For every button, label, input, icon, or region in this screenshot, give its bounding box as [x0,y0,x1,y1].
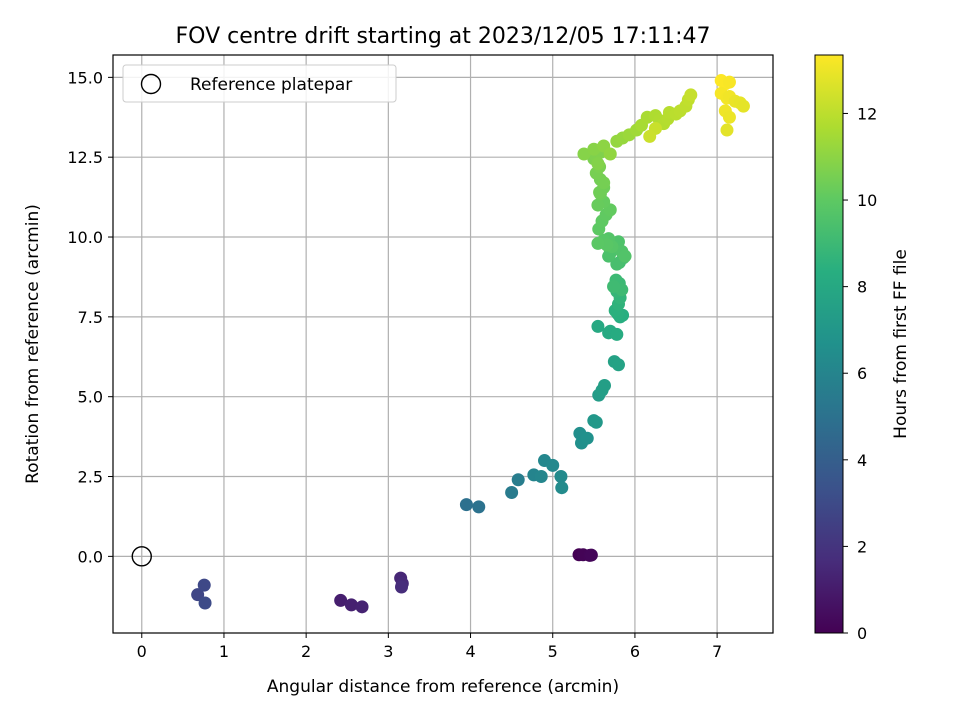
x-axis-label: Angular distance from reference (arcmin) [267,677,619,697]
y-tick-label: 12.5 [67,148,103,167]
x-tick-label: 3 [383,642,393,661]
legend-box [122,64,397,103]
data-point [394,580,408,594]
data-point [618,249,632,263]
data-point [580,431,594,445]
data-point [191,588,205,602]
y-tick-label: 5.0 [78,388,103,407]
data-point [355,600,369,614]
data-point [736,99,750,113]
colorbar-tick-label: 4 [857,451,867,470]
x-tick-label: 5 [548,642,558,661]
data-point [505,485,519,499]
data-point [607,280,621,294]
data-point [720,123,734,137]
data-point [591,198,605,212]
data-point [722,110,736,124]
data-point [643,129,657,143]
data-point [591,319,605,333]
data-point [591,157,605,171]
data-point [554,470,568,484]
data-point [603,147,617,161]
x-axis-ticks: 0 1 2 3 4 5 6 7 [137,633,722,661]
data-point [577,147,591,161]
legend: Reference platepar [122,64,397,103]
colorbar-tick-label: 0 [857,624,867,643]
colorbar-tick-label: 2 [857,537,867,556]
colorbar-tick-label: 12 [857,104,877,123]
colorbar-tick-label: 6 [857,364,867,383]
grid [113,55,773,633]
data-point [584,548,598,562]
y-tick-label: 0.0 [78,547,103,566]
data-point [597,176,611,190]
data-point [511,473,525,487]
x-tick-label: 6 [630,642,640,661]
y-tick-label: 7.5 [78,308,103,327]
chart-title: FOV centre drift starting at 2023/12/05 … [176,24,711,49]
colorbar-ticks: 0 2 4 6 8 10 12 [843,104,877,643]
data-point [610,257,624,271]
data-point [684,88,698,102]
data-point [610,327,624,341]
colorbar-gradient [814,54,844,634]
data-point [344,598,358,612]
y-axis-ticks: 0.0 2.5 5.0 7.5 10.0 12.5 15.0 [67,68,113,566]
data-point [598,379,612,393]
x-tick-label: 7 [712,642,722,661]
x-tick-label: 2 [301,642,311,661]
data-point [589,415,603,429]
colorbar-label: Hours from first FF file [891,249,911,439]
data-point [722,75,736,89]
x-tick-label: 1 [219,642,229,661]
y-tick-label: 2.5 [78,468,103,487]
data-point [198,596,212,610]
data-points [191,74,750,614]
legend-reference-marker-icon [140,73,162,95]
data-point [459,498,473,512]
data-point [334,593,348,607]
data-point [197,578,211,592]
plot-frame [112,54,774,634]
data-point [611,358,625,372]
colorbar: 0 2 4 6 8 10 12 Hours from first FF file [814,54,911,643]
data-point [472,500,486,514]
y-tick-label: 15.0 [67,68,103,87]
colorbar-tick-label: 10 [857,191,877,210]
data-point [591,236,605,250]
y-axis-label: Rotation from reference (arcmin) [23,204,43,484]
x-tick-label: 0 [137,642,147,661]
y-tick-label: 10.0 [67,228,103,247]
data-point [587,142,601,156]
colorbar-tick-label: 8 [857,278,867,297]
data-point [534,470,548,484]
data-point [555,481,569,495]
reference-marker-layer [131,546,152,567]
legend-label: Reference platepar [190,75,352,95]
data-point [546,458,560,472]
reference-platepar-marker [131,546,152,567]
x-tick-label: 4 [465,642,475,661]
